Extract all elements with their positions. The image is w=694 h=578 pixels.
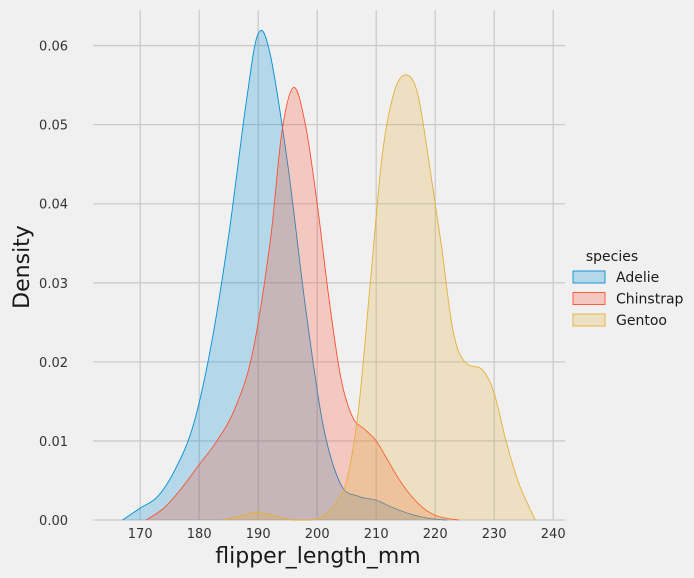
y-tick-label: 0.01 <box>39 435 68 450</box>
y-axis-ticks: 0.00 0.01 0.02 0.03 0.04 0.05 0.06 <box>39 40 68 529</box>
density-area-gentoo <box>222 74 536 520</box>
x-tick-label: 220 <box>423 527 448 542</box>
density-areas <box>122 29 536 521</box>
legend-swatch-chinstrap <box>572 292 606 305</box>
x-tick-label: 170 <box>128 527 153 542</box>
legend-title: species <box>586 249 638 265</box>
x-axis-ticks: 170 180 190 200 210 220 230 240 <box>128 527 566 542</box>
x-tick-label: 210 <box>364 527 389 542</box>
grid-lines <box>93 10 565 521</box>
x-tick-label: 240 <box>541 527 566 542</box>
density-line-chinstrap <box>145 87 459 521</box>
y-tick-label: 0.03 <box>39 277 68 292</box>
legend-swatch-gentoo <box>572 313 606 327</box>
legend: species Adelie Chinstrap Gentoo <box>572 249 684 329</box>
legend-label-chinstrap: Chinstrap <box>616 292 684 308</box>
legend-swatch-adelie <box>572 270 606 284</box>
y-axis-label: Density <box>10 225 35 309</box>
x-tick-label: 190 <box>246 527 271 542</box>
y-tick-label: 0.06 <box>39 40 68 55</box>
legend-label-gentoo: Gentoo <box>616 313 667 329</box>
x-tick-label: 230 <box>482 527 507 542</box>
y-tick-label: 0.00 <box>39 514 68 529</box>
x-axis-label: flipper_length_mm <box>215 544 420 569</box>
density-line-adelie <box>122 29 448 521</box>
legend-label-adelie: Adelie <box>616 270 659 286</box>
x-tick-label: 200 <box>305 527 330 542</box>
x-tick-label: 180 <box>187 527 212 542</box>
y-tick-label: 0.04 <box>39 198 68 213</box>
density-area-adelie <box>122 30 447 520</box>
y-tick-label: 0.02 <box>39 356 68 371</box>
y-tick-label: 0.05 <box>39 119 68 134</box>
density-area-chinstrap <box>146 87 459 520</box>
density-line-gentoo <box>222 74 536 521</box>
